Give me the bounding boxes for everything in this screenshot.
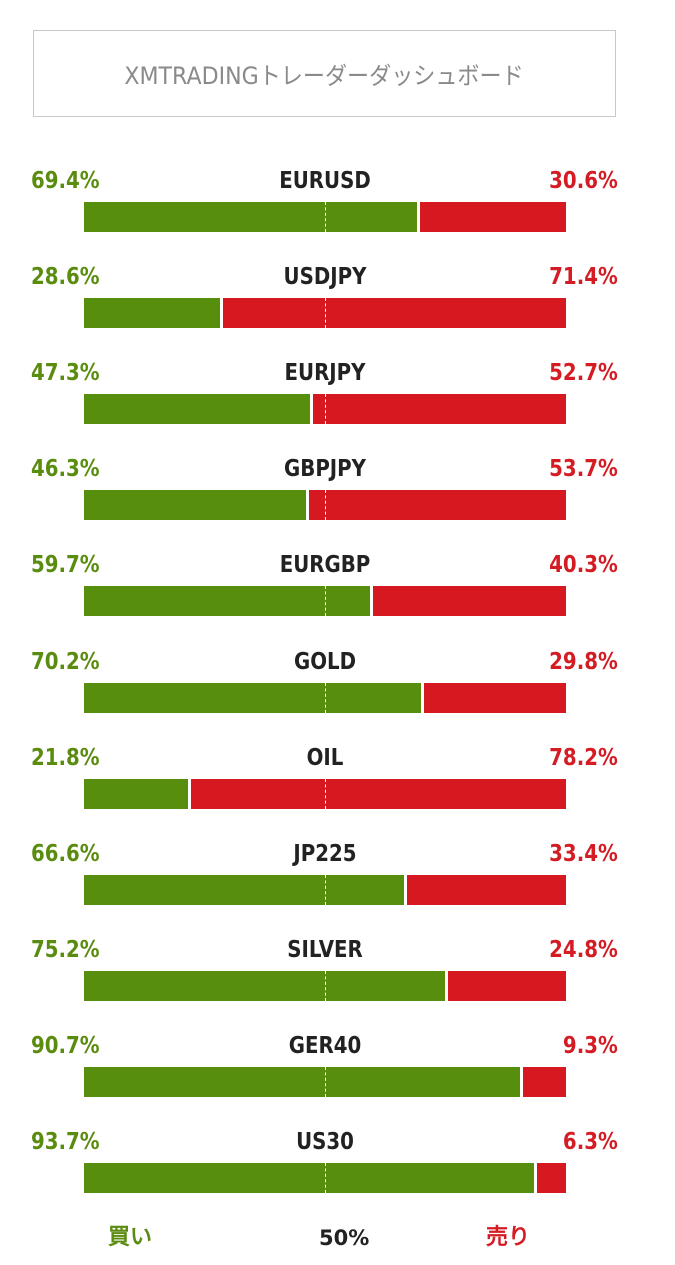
chart-row-us30: 93.7% US30 6.3% [0,1122,675,1218]
symbol-label: GER40 [288,1032,362,1059]
buy-percent-label: 28.6% [31,264,100,291]
buy-percent-label: 59.7% [31,552,100,579]
sell-bar [84,298,566,329]
buy-bar [84,490,309,521]
legend-midpoint-label: 50% [319,1226,370,1250]
sell-bar [84,970,566,1001]
sell-bar [84,202,566,232]
buy-bar [84,682,424,713]
chart-row-oil: 21.8% OIL 78.2% [0,738,675,834]
midpoint-line [325,682,326,713]
legend-sell-label: 売り [486,1225,531,1250]
symbol-label: USDJPY [283,264,367,291]
symbol-label: OIL [306,744,344,771]
symbol-label: EURJPY [284,360,366,387]
midpoint-line [325,298,326,329]
midpoint-line [325,202,326,232]
buy-bar [84,298,224,329]
midpoint-line [325,874,326,905]
chart-row-eurgbp: 59.7% EURGBP 40.3% [0,545,675,641]
buy-bar [84,394,314,425]
midpoint-line [325,1163,326,1193]
sell-percent-label: 6.3% [563,1129,618,1155]
sell-percent-label: 52.7% [549,360,618,387]
sell-percent-label: 24.8% [549,936,618,963]
sell-percent-label: 53.7% [549,456,618,483]
buy-percent-label: 69.4% [31,168,100,194]
chart-row-ger40: 90.7% GER40 9.3% [0,1026,675,1122]
symbol-label: JP225 [293,840,357,867]
symbol-label: EURUSD [279,168,371,194]
sell-bar [84,778,566,809]
chart-row-silver: 75.2% SILVER 24.8% [0,930,675,1026]
midpoint-line [325,970,326,1001]
sell-percent-label: 71.4% [549,264,618,291]
midpoint-line [325,778,326,809]
chart-row-usdjpy: 28.6% USDJPY 71.4% [0,257,675,353]
legend-buy-label: 買い [108,1225,153,1250]
sell-bar [84,490,566,521]
sell-percent-label: 78.2% [549,744,618,771]
symbol-label: GBPJPY [284,456,366,483]
buy-percent-label: 21.8% [31,744,100,771]
buy-percent-label: 70.2% [31,648,100,675]
sell-bar [84,1066,566,1097]
sell-percent-label: 30.6% [549,168,618,194]
buy-percent-label: 66.6% [31,840,100,867]
buy-bar [84,586,374,617]
midpoint-line [325,586,326,617]
chart-row-eurusd: 69.4% EURUSD 30.6% [0,161,675,257]
dashboard-title-box: XMTRADINGトレーダーダッシュボード [33,30,616,117]
sell-percent-label: 40.3% [549,552,618,579]
symbol-label: GOLD [293,648,357,675]
buy-percent-label: 90.7% [31,1032,100,1059]
sell-percent-label: 9.3% [563,1032,618,1059]
sell-bar [84,682,566,713]
buy-bar [84,1163,538,1193]
buy-bar [84,778,191,809]
buy-bar [84,202,420,232]
buy-percent-label: 93.7% [31,1129,100,1155]
midpoint-line [325,394,326,425]
buy-percent-label: 75.2% [31,936,100,963]
chart-row-gbpjpy: 46.3% GBPJPY 53.7% [0,449,675,545]
buy-percent-label: 47.3% [31,360,100,387]
dashboard-title: XMTRADINGトレーダーダッシュボード [124,62,525,90]
sell-bar [84,394,566,425]
sell-bar [84,586,566,617]
sell-percent-label: 33.4% [549,840,618,867]
midpoint-line [325,1066,326,1097]
chart-row-jp225: 66.6% JP225 33.4% [0,834,675,930]
symbol-label: US30 [296,1129,354,1155]
chart-row-eurjpy: 47.3% EURJPY 52.7% [0,353,675,449]
buy-bar [84,874,407,905]
sell-bar [84,1163,566,1193]
sell-percent-label: 29.8% [549,648,618,675]
buy-bar [84,970,448,1001]
sell-bar [84,874,566,905]
symbol-label: EURGBP [279,552,371,579]
chart-row-gold: 70.2% GOLD 29.8% [0,642,675,738]
midpoint-line [325,490,326,521]
symbol-label: SILVER [287,936,363,963]
buy-bar [84,1066,523,1097]
buy-percent-label: 46.3% [31,456,100,483]
